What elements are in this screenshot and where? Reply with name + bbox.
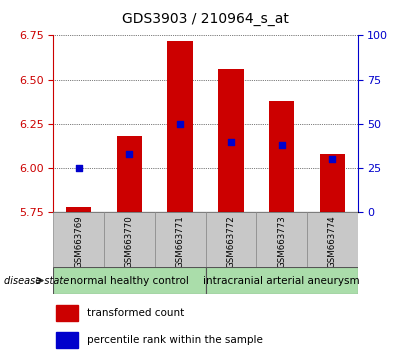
Point — [76, 165, 82, 171]
Bar — [269, 101, 294, 212]
Text: transformed count: transformed count — [87, 308, 184, 318]
Text: GSM663774: GSM663774 — [328, 215, 337, 268]
Bar — [155, 212, 206, 267]
Point — [278, 142, 285, 148]
Bar — [56, 305, 78, 321]
Text: GSM663773: GSM663773 — [277, 215, 286, 268]
Bar — [206, 212, 256, 267]
Text: normal healthy control: normal healthy control — [70, 275, 189, 286]
Point — [228, 139, 234, 144]
Point — [329, 156, 335, 162]
Bar — [307, 212, 358, 267]
Text: GSM663771: GSM663771 — [175, 215, 185, 268]
Bar — [319, 154, 345, 212]
Bar — [168, 41, 193, 212]
Point — [177, 121, 183, 127]
Text: percentile rank within the sample: percentile rank within the sample — [87, 335, 263, 345]
Bar — [66, 207, 91, 212]
Text: GSM663772: GSM663772 — [226, 215, 236, 268]
Text: GSM663769: GSM663769 — [74, 215, 83, 268]
Text: disease state: disease state — [4, 275, 69, 286]
Bar — [53, 267, 206, 294]
Text: intracranial arterial aneurysm: intracranial arterial aneurysm — [203, 275, 360, 286]
Bar — [206, 267, 358, 294]
Text: GSM663770: GSM663770 — [125, 215, 134, 268]
Bar — [104, 212, 155, 267]
Bar — [56, 332, 78, 348]
Text: GDS3903 / 210964_s_at: GDS3903 / 210964_s_at — [122, 12, 289, 27]
Bar — [53, 212, 104, 267]
Bar — [218, 69, 243, 212]
Bar — [117, 136, 142, 212]
Bar — [256, 212, 307, 267]
Point — [126, 151, 133, 157]
